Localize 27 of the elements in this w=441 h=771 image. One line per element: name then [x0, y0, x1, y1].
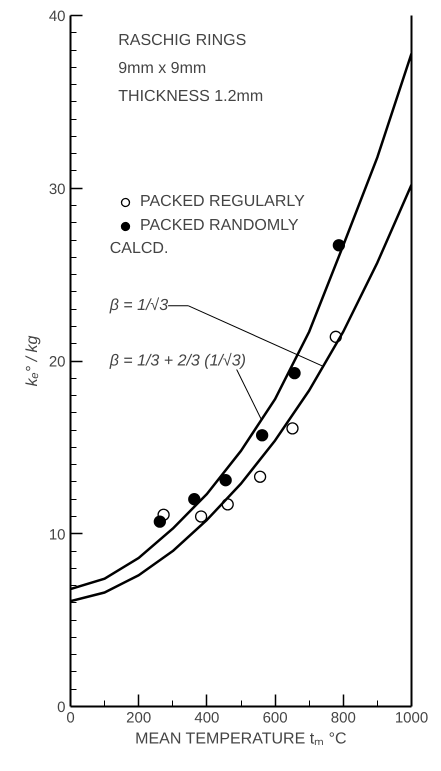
point [254, 470, 266, 483]
text: RASCHIG RINGS [118, 32, 246, 49]
y-tick-label: 0 [57, 699, 66, 716]
x-tick-label: 1000 [394, 710, 428, 726]
legend-label: PACKED REGULARLY [140, 193, 305, 211]
point [286, 422, 299, 435]
legend-label: PACKED RANDOMLY [140, 217, 299, 235]
x-tick-label: 400 [194, 710, 220, 726]
x-tick-label: 200 [126, 710, 152, 726]
text: 9mm x 9mm THICKNESS 1.2mm [118, 60, 264, 105]
y-tick-label: 20 [48, 354, 66, 370]
x-tick-label: 800 [330, 710, 356, 726]
y-tick-label: 10 [48, 526, 66, 544]
y-axis-title: kₑ° / kg [24, 335, 41, 386]
point [256, 429, 268, 442]
annotation: β = 1/√3 [108, 297, 168, 314]
annotation: CALCD. [110, 240, 168, 258]
annotation: β = 1/3 + 2/3 (1/√3) [108, 352, 246, 370]
point [288, 366, 301, 380]
x-tick-label: 600 [262, 710, 288, 726]
point [154, 516, 166, 528]
y-tick-label: 30 [48, 180, 66, 198]
x-axis-title: MEAN TEMPERATURE tₘ °C [135, 730, 347, 748]
point [188, 493, 200, 506]
point [220, 474, 232, 486]
y-tick-label: 40 [48, 8, 66, 25]
point [194, 510, 208, 523]
